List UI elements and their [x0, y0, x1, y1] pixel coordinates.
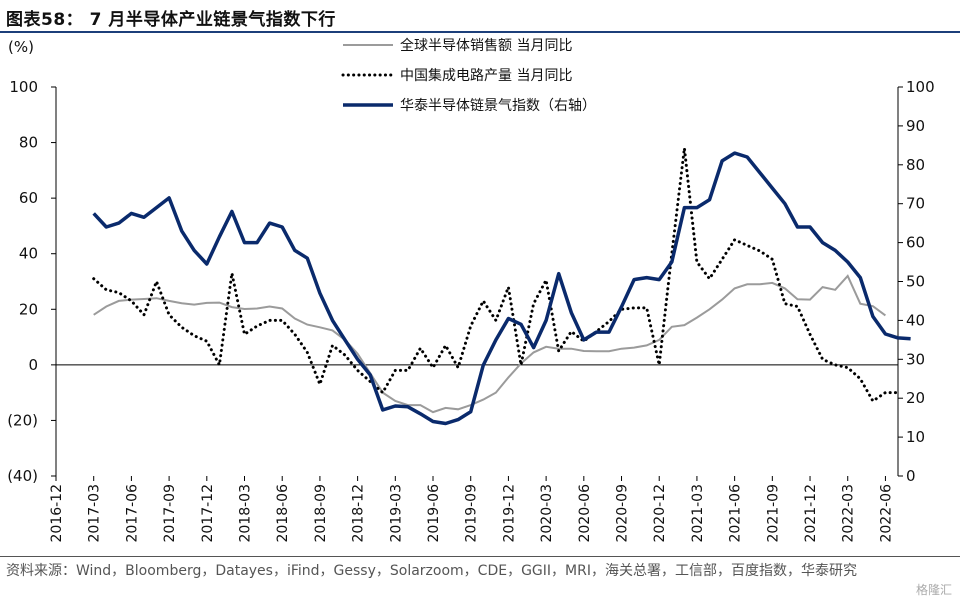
series-group: [92, 147, 911, 426]
left-tick-label: (40): [7, 467, 38, 485]
x-tick-label: 2019-06: [426, 484, 442, 543]
left-tick-label: 80: [19, 134, 38, 152]
axes-group: (40) (20) 0 20 40 60 80 100 (%) 0 10 20 30 40 50 60 70 80…: [7, 38, 934, 543]
watermark-text: 格隆汇: [915, 583, 952, 597]
right-tick-label: 100: [906, 78, 935, 96]
footer-divider: [0, 556, 960, 557]
chart-canvas: (40) (20) 0 20 40 60 80 100 (%) 0 10 20 30 40 50 60 70 80…: [7, 37, 934, 543]
left-tick-label: 0: [28, 356, 38, 374]
ht-semiconductor-index-line: [92, 151, 911, 426]
x-tick-label: 2019-03: [388, 484, 404, 543]
right-tick-label: 20: [906, 389, 925, 407]
left-axis-unit-label: (%): [8, 38, 34, 56]
x-tick-label: 2021-03: [690, 484, 706, 543]
legend-label: 华泰半导体链景气指数（右轴）: [400, 98, 596, 114]
x-tick-label: 2022-06: [878, 484, 894, 543]
x-tick-label: 2021-09: [765, 484, 781, 543]
left-tick-label: 60: [19, 189, 38, 207]
x-tick-label: 2018-06: [275, 484, 291, 543]
x-tick-label: 2017-06: [124, 484, 140, 543]
left-tick-label: (20): [7, 411, 38, 429]
x-tick-label: 2018-12: [351, 484, 367, 543]
x-tick-label: 2019-09: [464, 484, 480, 543]
right-tick-label: 70: [906, 195, 925, 213]
x-tick-label: 2021-06: [728, 484, 744, 543]
right-tick-label: 80: [906, 156, 925, 174]
left-tick-label: 40: [19, 245, 38, 263]
right-tick-label: 60: [906, 234, 925, 252]
right-tick-label: 50: [906, 273, 925, 291]
global-sales-yoy-line: [93, 274, 886, 414]
x-tick-label: 2016-12: [49, 484, 65, 543]
left-tick-label: 20: [19, 300, 38, 318]
x-tick-label: 2020-03: [539, 484, 555, 543]
right-tick-label: 10: [906, 428, 925, 446]
title-bar: 图表58： 7 月半导体产业链景气指数下行: [0, 0, 960, 33]
x-tick-label: 2021-12: [803, 484, 819, 543]
title-divider: [0, 31, 960, 33]
left-tick-label: 100: [9, 78, 38, 96]
x-tick-label: 2022-03: [841, 484, 857, 543]
x-tick-label: 2020-12: [652, 484, 668, 543]
legend-item-global-sales: 全球半导体销售额 当月同比: [343, 37, 572, 54]
x-tick-label: 2018-09: [313, 484, 329, 543]
x-tick-label: 2020-06: [577, 484, 593, 543]
legend-item-china-ic: 中国集成电路产量 当月同比: [341, 67, 572, 84]
chart-title: 图表58： 7 月半导体产业链景气指数下行: [6, 10, 336, 30]
x-tick-label: 2017-12: [200, 484, 216, 543]
x-tick-label: 2017-03: [87, 484, 103, 543]
x-tick-label: 2019-12: [501, 484, 517, 543]
x-tick-label: 2018-03: [238, 484, 254, 543]
right-tick-label: 40: [906, 311, 925, 329]
legend-label: 中国集成电路产量 当月同比: [400, 67, 572, 84]
x-tick-label: 2017-09: [162, 484, 178, 543]
china-ic-output-yoy-line: [92, 147, 900, 404]
right-tick-label: 90: [906, 117, 925, 135]
source-note: 资料来源：Wind，Bloomberg，Datayes，iFind，Gessy，…: [6, 563, 857, 579]
legend-item-ht-index: 华泰半导体链景气指数（右轴）: [343, 98, 596, 114]
right-tick-label: 0: [906, 467, 916, 485]
legend-label: 全球半导体销售额 当月同比: [400, 37, 572, 54]
x-tick-label: 2020-09: [615, 484, 631, 543]
right-tick-label: 30: [906, 350, 925, 368]
